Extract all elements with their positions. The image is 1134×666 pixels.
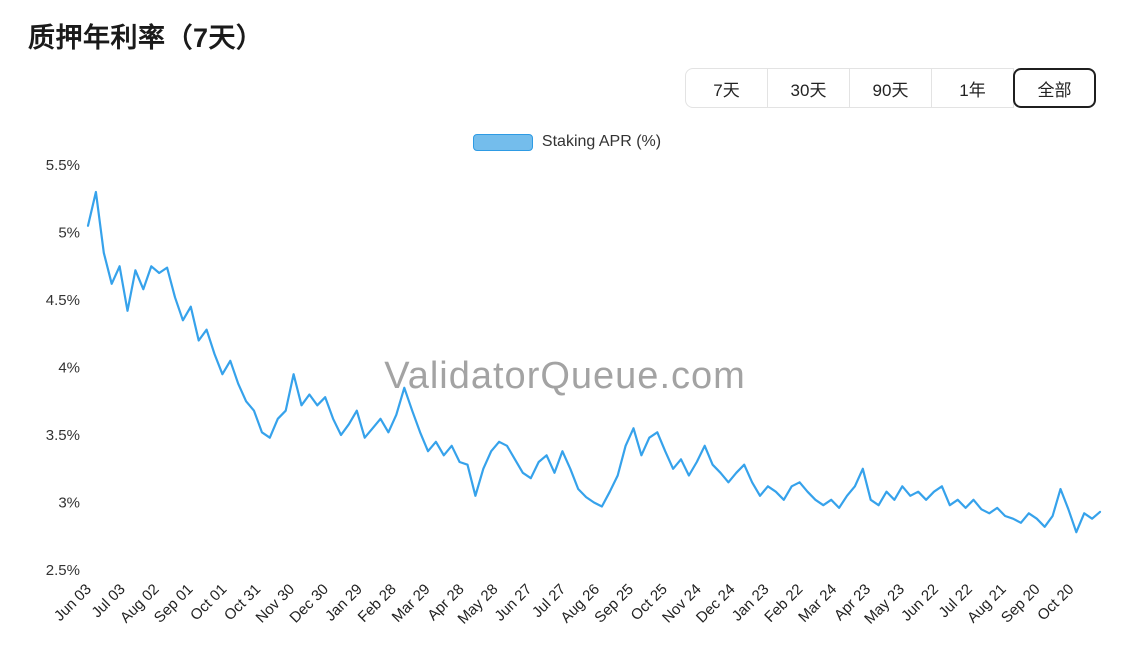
- time-range-selector: 7天 30天 90天 1年 全部: [685, 68, 1096, 108]
- y-tick-label: 5%: [58, 225, 80, 242]
- x-tick-label: Jun 22: [898, 581, 942, 625]
- x-tick-label: Oct 20: [1034, 581, 1077, 624]
- legend-label: Staking APR (%): [541, 133, 662, 150]
- range-button-7d[interactable]: 7天: [685, 68, 768, 108]
- y-tick-label: 4.5%: [46, 292, 80, 309]
- y-tick-label: 3.5%: [46, 427, 80, 444]
- x-tick-label: Jun 03: [51, 581, 95, 625]
- x-tick-label: Sep 01: [151, 581, 197, 627]
- y-tick-label: 5.5%: [46, 157, 80, 174]
- y-tick-label: 2.5%: [46, 562, 80, 579]
- x-tick-label: Sep 20: [998, 581, 1044, 627]
- chart-legend[interactable]: Staking APR (%): [0, 130, 1134, 154]
- x-tick-label: Mar 29: [389, 581, 434, 626]
- range-button-all[interactable]: 全部: [1013, 68, 1096, 108]
- range-button-30d[interactable]: 30天: [767, 68, 850, 108]
- range-button-90d[interactable]: 90天: [849, 68, 932, 108]
- x-tick-label: Dec 30: [286, 581, 332, 627]
- x-tick-label: Oct 01: [187, 581, 230, 624]
- apr-line: [86, 190, 1102, 534]
- page-title: 质押年利率（7天）: [28, 23, 264, 53]
- x-tick-label: Jun 27: [491, 581, 535, 625]
- y-tick-label: 4%: [58, 360, 80, 377]
- staking-apr-chart: ValidatorQueue.com 5.5% 5% 4.5% 4% 3.5% 3% 2.5%…: [46, 157, 1102, 628]
- watermark: ValidatorQueue.com: [384, 355, 746, 397]
- x-tick-label: Sep 25: [591, 581, 637, 627]
- x-tick-label: Mar 24: [795, 581, 840, 626]
- x-tick-label: Dec 24: [693, 581, 739, 627]
- legend-swatch: [472, 133, 533, 151]
- y-tick-label: 3%: [58, 495, 80, 512]
- range-button-1y[interactable]: 1年: [931, 68, 1014, 108]
